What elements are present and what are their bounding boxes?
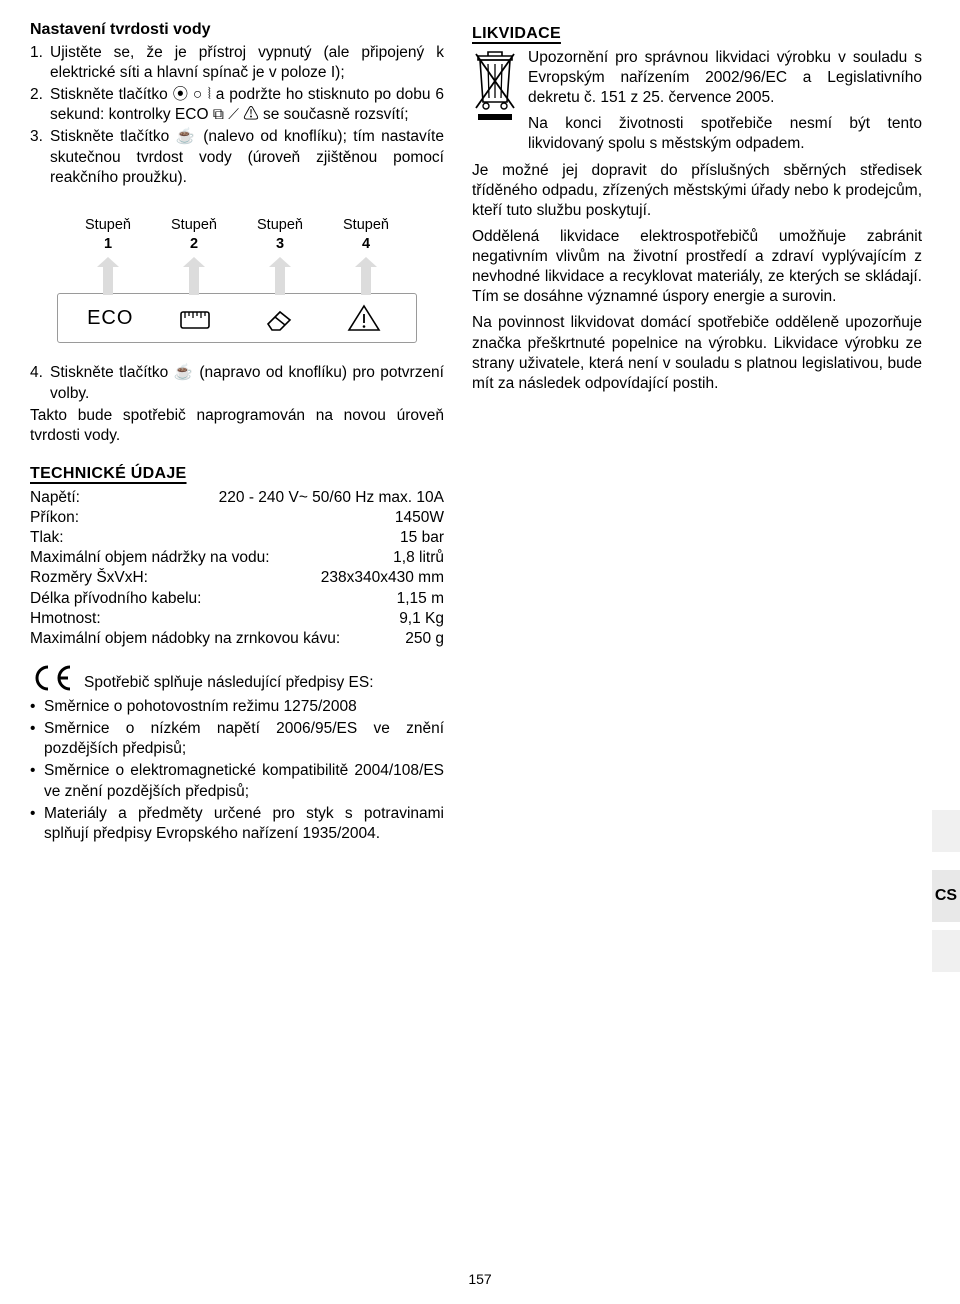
step-text: Stiskněte tlačítko ☕ (napravo od knoflík…: [50, 363, 444, 403]
ce-bullets: Směrnice o pohotovostním režimu 1275/200…: [30, 697, 444, 844]
tech-table: Napětí: 220 - 240 V~ 50/60 Hz max. 10A Př…: [30, 488, 444, 649]
tech-label: Tlak:: [30, 528, 64, 548]
warning-icon: [322, 304, 407, 332]
hardness-num: 4: [362, 236, 370, 252]
likv-p2: Na konci životnosti spotřebiče nesmí být…: [528, 114, 922, 154]
step-num: 4.: [30, 363, 50, 403]
hardness-label: Stupeň: [343, 217, 389, 233]
hardness-label: Stupeň: [257, 217, 303, 233]
ce-bullet: Materiály a předměty určené pro styk s p…: [44, 804, 444, 844]
tech-label: Příkon:: [30, 508, 79, 528]
tech-value: 15 bar: [400, 528, 444, 548]
ce-intro-text: Spotřebič splňuje následující předpisy E…: [84, 673, 374, 693]
side-block: [932, 810, 960, 852]
ce-bullet: Směrnice o nízkém napětí 2006/95/ES ve z…: [44, 719, 444, 759]
hardness-diagram: Stupeň 1 Stupeň 2 Stupeň 3 Stupeň 4 ECO: [57, 216, 417, 344]
ce-block: Spotřebič splňuje následující předpisy E…: [30, 663, 444, 844]
tech-heading: TECHNICKÉ ÚDAJE: [30, 464, 444, 485]
tech-label: Délka přívodního kabelu:: [30, 589, 201, 609]
arrow-icon: [151, 257, 237, 295]
step-num: 2.: [30, 85, 50, 125]
crossed-bin-icon: [472, 48, 518, 161]
likv-p3: Je možné jej dopravit do příslušných sbě…: [472, 161, 922, 221]
tech-value: 1,15 m: [397, 589, 444, 609]
hardness-steps-b: 4.Stiskněte tlačítko ☕ (napravo od knofl…: [30, 363, 444, 403]
hardness-label: Stupeň: [171, 217, 217, 233]
hardness-num: 3: [276, 236, 284, 252]
step-text: Ujistěte se, že je přístroj vypnutý (ale…: [50, 43, 444, 83]
tech-label: Napětí:: [30, 488, 80, 508]
step-num: 3.: [30, 127, 50, 187]
hardness-num: 2: [190, 236, 198, 252]
ce-mark-icon: [30, 663, 74, 693]
hardness-label: Stupeň: [85, 217, 131, 233]
hardness-heading: Nastavení tvrdosti vody: [30, 20, 444, 41]
tech-label: Rozměry ŠxVxH:: [30, 568, 148, 588]
step-num: 1.: [30, 43, 50, 83]
tech-value: 238x340x430 mm: [321, 568, 444, 588]
side-block: [932, 930, 960, 972]
page-number: 157: [468, 1270, 491, 1288]
eraser-icon: [237, 304, 322, 332]
language-tab: CS: [932, 870, 960, 922]
tech-value: 220 - 240 V~ 50/60 Hz max. 10A: [219, 488, 444, 508]
tech-label: Maximální objem nádobky na zrnkovou kávu…: [30, 629, 340, 649]
likv-p4: Oddělená likvidace elektrospotřebičů umo…: [472, 227, 922, 308]
step-text: Stiskněte tlačítko ⦿ ○ ⦚ a podržte ho st…: [50, 85, 444, 125]
ce-bullet: Směrnice o pohotovostním režimu 1275/200…: [44, 697, 444, 717]
ce-bullet: Směrnice o elektromagnetické kompatibili…: [44, 761, 444, 801]
arrow-icon: [237, 257, 323, 295]
hardness-steps-a: 1.Ujistěte se, že je přístroj vypnutý (a…: [30, 43, 444, 188]
tech-value: 1450W: [395, 508, 444, 528]
after-steps-text: Takto bude spotřebič naprogramován na no…: [30, 406, 444, 446]
eco-icon: ECO: [87, 305, 133, 331]
likv-p1: Upozornění pro správnou likvidaci výrobk…: [528, 48, 922, 108]
tech-value: 250 g: [405, 629, 444, 649]
scale-icon: [153, 304, 238, 332]
likvidace-heading: LIKVIDACE: [472, 24, 922, 45]
hardness-num: 1: [104, 236, 112, 252]
tech-label: Hmotnost:: [30, 609, 101, 629]
tech-value: 1,8 litrů: [393, 548, 444, 568]
tech-label: Maximální objem nádržky na vodu:: [30, 548, 270, 568]
tech-value: 9,1 Kg: [399, 609, 444, 629]
arrow-icon: [323, 257, 409, 295]
likv-p5: Na povinnost likvidovat domácí spotřebič…: [472, 313, 922, 394]
step-text: Stiskněte tlačítko ☕ (nalevo od knoflíku…: [50, 127, 444, 187]
arrow-icon: [65, 257, 151, 295]
